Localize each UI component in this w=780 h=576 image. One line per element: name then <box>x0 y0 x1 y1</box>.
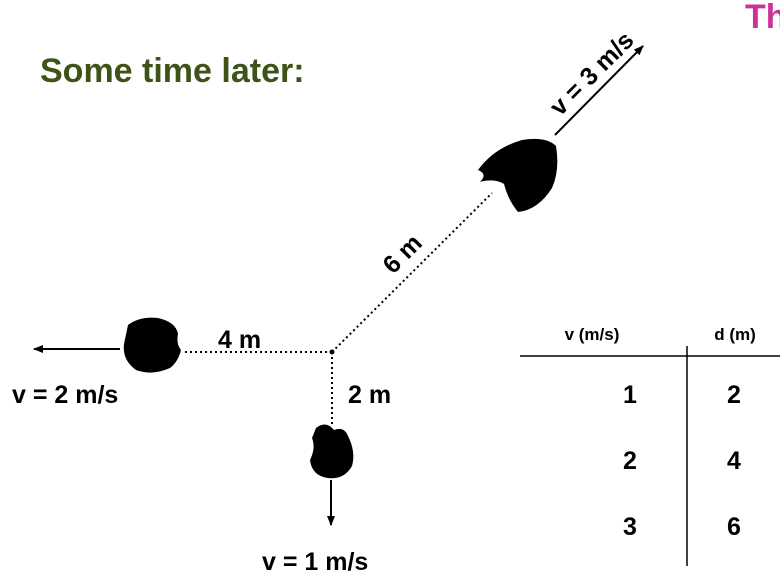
table-cell: 2 <box>623 447 637 475</box>
table-header: d (m) <box>714 325 756 344</box>
table-cell: 2 <box>727 381 741 409</box>
label-6m: 6 m <box>377 229 427 279</box>
table-cell: 1 <box>623 381 637 409</box>
corner-title: Th <box>745 0 780 36</box>
table-cell: 4 <box>727 447 741 475</box>
table-header: v (m/s) <box>565 325 620 344</box>
table-cell: 6 <box>727 513 741 541</box>
heading: Some time later: <box>40 52 305 90</box>
fragment-up <box>478 138 558 212</box>
fragment-down <box>310 424 354 479</box>
fragment-left <box>123 317 181 373</box>
label-v-up: v = 3 m/s <box>544 26 639 121</box>
origin <box>329 349 335 355</box>
distance-up <box>331 192 493 353</box>
arrow-up <box>554 45 644 136</box>
table: v (m/s) d (m) 1 2 2 4 3 6 <box>565 325 756 541</box>
label-2m: 2 m <box>348 381 391 409</box>
label-v-down: v = 1 m/s <box>262 548 368 576</box>
table-cell: 3 <box>623 513 637 541</box>
label-4m: 4 m <box>218 326 261 354</box>
label-v-left: v = 2 m/s <box>12 381 118 409</box>
